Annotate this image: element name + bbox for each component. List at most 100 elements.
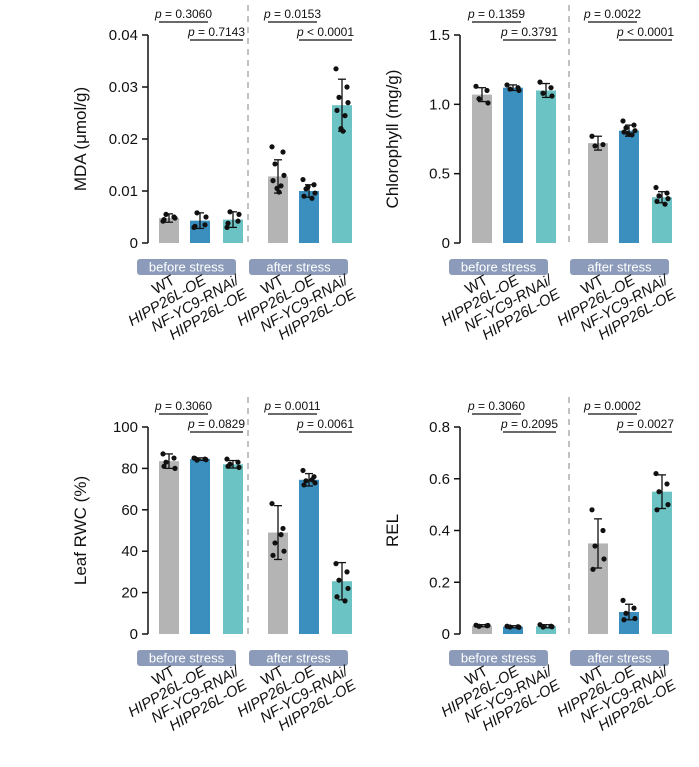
group-label-text: after stress [266,260,331,275]
data-point [227,209,233,215]
data-point [590,566,596,572]
data-point [665,196,671,202]
group-label-text: before stress [149,651,225,666]
data-point [309,477,315,483]
data-point [664,481,670,487]
data-point [301,193,307,199]
data-point [504,82,510,88]
group-label-bar [570,259,669,275]
p-value-label: p = 0.0002 [583,399,641,413]
group-label-text: after stress [266,651,331,666]
data-point [601,556,607,562]
y-tick-label: 0 [130,626,138,643]
y-tick-label: 0.8 [429,419,450,436]
p-value-label: p = 0.7143 [187,25,245,39]
data-point [305,184,311,190]
data-point [192,223,198,229]
y-tick-label: 80 [121,460,138,477]
data-point [625,130,631,137]
p-value-label: p = 0.0829 [187,417,245,431]
data-point [484,87,490,94]
data-point [278,183,284,189]
data-point [312,190,318,196]
data-point [654,198,660,204]
data-point [548,85,554,91]
bar-before-3 [536,90,556,243]
data-point [236,211,242,217]
data-point [235,218,241,224]
data-point [280,149,286,155]
y-tick-label: 0 [130,235,138,252]
data-point [334,594,340,600]
data-point [540,624,546,630]
chart-panel-3: 0 20 40 60 80 100 Leaf RWC (%) p = 0.3060 p = 0.… [71,397,360,735]
p-value-label: p = 0.3060 [467,399,525,413]
data-point [309,195,315,201]
data-point [592,543,598,549]
data-point [623,610,629,616]
p-value-label: p = 0.0022 [583,7,641,21]
data-point [235,459,241,465]
data-point [281,172,287,178]
data-point [269,500,275,507]
data-point [664,190,670,196]
bar-after-1 [588,543,608,634]
data-point [592,143,598,149]
data-point [236,464,242,470]
data-point [161,463,167,469]
bar-after-3 [652,491,672,634]
data-point [473,83,479,89]
data-point [300,467,306,474]
data-point [192,455,198,462]
data-point [336,94,342,100]
data-point [224,224,230,230]
data-point [589,133,595,139]
y-tick-label: 0.04 [109,27,138,44]
y-tick-label: 0.4 [429,523,450,540]
data-point [344,569,350,575]
p-value-label: p = 0.1359 [467,7,525,21]
data-point [194,210,200,216]
data-point [163,459,169,465]
chart-panel-2: 0 0.5 1.0 1.5 Chlorophyll (mg/g) p = 0.1359 p … [383,5,680,344]
data-point [311,182,317,188]
data-point [516,624,522,630]
group-label-bar [570,650,669,666]
y-axis-title: REL [383,514,402,547]
y-tick-label: 1.0 [429,96,450,113]
data-point [507,86,513,92]
data-point [549,624,555,630]
y-axis-title: MDA (μmol/g) [71,87,90,191]
p-value-label: p = 0.0027 [616,417,674,431]
group-label-bar [137,650,236,666]
data-point [629,132,635,138]
bar-before-1 [472,625,492,634]
data-point [662,201,668,207]
data-point [281,548,287,554]
p-value-label: p < 0.0001 [296,25,354,39]
group-label-bar [249,259,348,275]
data-point [300,176,306,183]
group-label-bar [249,650,348,666]
y-tick-label: 0 [442,235,450,252]
data-point [589,507,595,513]
y-tick-label: 0.2 [429,574,450,591]
data-point [345,585,351,592]
data-point [172,465,178,471]
y-tick-label: 0.5 [429,166,450,183]
group-label-text: after stress [587,260,652,275]
group-label-text: before stress [461,260,537,275]
data-point [631,122,637,128]
data-point [203,214,209,220]
y-axis-title: Leaf RWC (%) [71,476,90,585]
data-point [485,100,491,106]
data-point [623,125,629,131]
p-value-label: p = 0.3791 [500,25,558,39]
data-point [272,540,278,546]
data-point [333,561,339,567]
data-point [270,178,276,184]
data-point [336,577,342,583]
data-point [600,141,606,148]
data-point [342,598,348,604]
